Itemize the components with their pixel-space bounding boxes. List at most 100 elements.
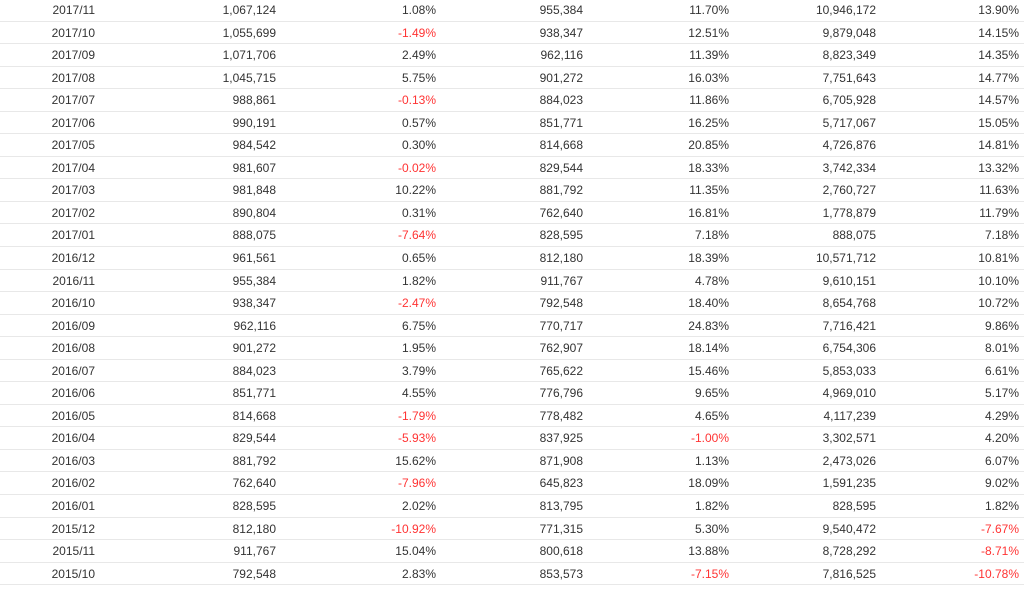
percent-cell: -1.79% (397, 408, 436, 423)
data-table: 2017/11 1,067,124 1.08% 955,384 11.70% 10,946… (0, 0, 1024, 586)
table-row: 2017/07 988,861 -0.13% 884,023 11.86% 6,705,9… (0, 89, 1024, 112)
percent-cell: -7.67% (980, 521, 1019, 536)
value-cell: 901,272 (539, 70, 583, 85)
value-cell: 1,067,124 (222, 3, 276, 17)
percent-cell: -7.15% (690, 566, 729, 581)
value-cell: 1,045,715 (222, 70, 276, 85)
month-cell: 2016/03 (51, 453, 95, 468)
percent-cell: 9.02% (984, 476, 1019, 491)
value-cell: 778,482 (539, 408, 583, 423)
month-cell: 2017/08 (51, 70, 95, 85)
percent-cell: 20.85% (688, 138, 729, 153)
value-cell: 884,023 (539, 93, 583, 108)
value-cell: 10,571,712 (815, 251, 876, 266)
month-cell: 2015/12 (51, 521, 95, 536)
value-cell: 829,544 (232, 431, 276, 446)
value-cell: 990,191 (232, 115, 276, 130)
month-cell: 2017/06 (51, 115, 95, 130)
value-cell: 2,473,026 (822, 453, 876, 468)
table-row: 2017/06 990,191 0.57% 851,771 16.25% 5,717,06… (0, 112, 1024, 135)
percent-cell: 4.65% (694, 408, 729, 423)
percent-cell: 4.20% (984, 431, 1019, 446)
percent-cell: -2.47% (397, 296, 436, 311)
percent-cell: 13.88% (688, 544, 729, 559)
table-row: 2016/03 881,792 15.62% 871,908 1.13% 2,473,02… (0, 450, 1024, 473)
percent-cell: 0.57% (401, 115, 436, 130)
value-cell: 812,180 (232, 521, 276, 536)
value-cell: 828,595 (832, 499, 876, 514)
percent-cell: -1.49% (397, 25, 436, 40)
value-cell: 1,591,235 (822, 476, 876, 491)
percent-cell: 16.03% (688, 70, 729, 85)
percent-cell: 8.01% (984, 341, 1019, 356)
value-cell: 762,640 (232, 476, 276, 491)
value-cell: 792,548 (232, 566, 276, 581)
table-row: 2015/12 812,180 -10.92% 771,315 5.30% 9,540,4… (0, 518, 1024, 541)
value-cell: 962,116 (233, 318, 277, 333)
percent-cell: 1.13% (694, 453, 729, 468)
percent-cell: 11.63% (979, 183, 1019, 198)
percent-cell: -1.00% (690, 431, 729, 446)
month-cell: 2016/10 (51, 296, 95, 311)
value-cell: 828,595 (232, 499, 276, 514)
month-cell: 2017/07 (51, 93, 95, 108)
value-cell: 7,816,525 (822, 566, 876, 581)
value-cell: 3,302,571 (822, 431, 876, 446)
value-cell: 853,573 (539, 566, 583, 581)
value-cell: 1,778,879 (822, 205, 876, 220)
value-cell: 8,728,292 (822, 544, 876, 559)
percent-cell: 11.70% (689, 3, 729, 17)
value-cell: 981,848 (232, 183, 276, 198)
value-cell: 938,347 (232, 296, 276, 311)
table-row: 2017/03 981,848 10.22% 881,792 11.35% 2,760,7… (0, 179, 1024, 202)
value-cell: 5,717,067 (822, 115, 876, 130)
percent-cell: 6.07% (984, 453, 1019, 468)
table-row: 2017/01 888,075 -7.64% 828,595 7.18% 888,075 7… (0, 224, 1024, 248)
table-row: 2017/04 981,607 -0.02% 829,544 18.33% 3,742,3… (0, 157, 1024, 180)
percent-cell: 18.33% (688, 160, 729, 175)
value-cell: 884,023 (232, 363, 276, 378)
percent-cell: 0.65% (401, 251, 436, 266)
value-cell: 938,347 (539, 25, 583, 40)
percent-cell: 16.81% (688, 205, 729, 220)
table-row: 2016/07 884,023 3.79% 765,622 15.46% 5,853,03… (0, 360, 1024, 383)
value-cell: 645,823 (539, 476, 583, 491)
percent-cell: 5.30% (694, 521, 729, 536)
table-row: 2016/01 828,595 2.02% 813,795 1.82% 828,595 1.… (0, 495, 1024, 518)
value-cell: 9,879,048 (822, 25, 876, 40)
value-cell: 988,861 (232, 93, 276, 108)
value-cell: 955,384 (539, 3, 583, 17)
percent-cell: 0.31% (401, 205, 436, 220)
percent-cell: 1.82% (694, 499, 729, 514)
percent-cell: 14.57% (978, 93, 1019, 108)
value-cell: 771,315 (539, 521, 583, 536)
value-cell: 962,116 (540, 48, 584, 63)
value-cell: 911,767 (233, 544, 277, 559)
month-cell: 2016/02 (51, 476, 95, 491)
percent-cell: 13.90% (978, 3, 1019, 17)
value-cell: 890,804 (232, 205, 276, 220)
percent-cell: 13.32% (978, 160, 1019, 175)
percent-cell: 15.04% (395, 544, 436, 559)
month-cell: 2017/10 (51, 25, 95, 40)
table-row: 2016/08 901,272 1.95% 762,907 18.14% 6,754,30… (0, 337, 1024, 360)
table-row: 2017/11 1,067,124 1.08% 955,384 11.70% 10,946… (0, 0, 1024, 22)
value-cell: 911,767 (540, 273, 584, 288)
percent-cell: 11.35% (689, 183, 729, 198)
value-cell: 984,542 (232, 138, 276, 153)
percent-cell: 2.02% (401, 499, 436, 514)
value-cell: 881,792 (232, 453, 276, 468)
percent-cell: 18.39% (688, 251, 729, 266)
value-cell: 1,071,706 (222, 48, 276, 63)
percent-cell: 5.75% (401, 70, 436, 85)
value-cell: 851,771 (232, 386, 276, 401)
percent-cell: 18.14% (688, 341, 729, 356)
month-cell: 2017/11 (52, 3, 96, 17)
value-cell: 812,180 (539, 251, 583, 266)
table-row: 2017/08 1,045,715 5.75% 901,272 16.03% 7,751,… (0, 67, 1024, 90)
value-cell: 871,908 (539, 453, 583, 468)
percent-cell: 4.55% (401, 386, 436, 401)
percent-cell: -5.93% (397, 431, 436, 446)
value-cell: 4,726,876 (822, 138, 876, 153)
table-row: 2017/02 890,804 0.31% 762,640 16.81% 1,778,87… (0, 202, 1024, 225)
